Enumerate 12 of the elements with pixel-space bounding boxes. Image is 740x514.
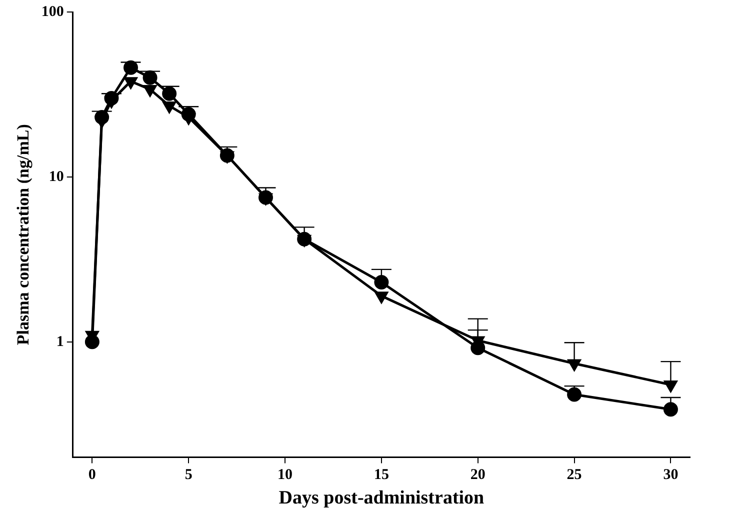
x-tick-label: 25 — [566, 467, 582, 484]
x-axis-title: Days post-administration — [278, 488, 485, 509]
x-tick-label: 30 — [663, 467, 678, 484]
x-tick-label: 10 — [278, 467, 293, 484]
y-tick-label: 1 — [56, 334, 64, 350]
y-tick-label: 10 — [48, 168, 64, 185]
y-tick-label: 100 — [41, 4, 64, 20]
x-tick-label: 15 — [374, 467, 389, 484]
x-tick-label: 5 — [184, 467, 192, 484]
x-tick-label: 20 — [470, 467, 486, 484]
x-tick-label: 0 — [88, 467, 96, 484]
y-axis-title: Plasma concentration (ng/mL) — [14, 124, 33, 346]
